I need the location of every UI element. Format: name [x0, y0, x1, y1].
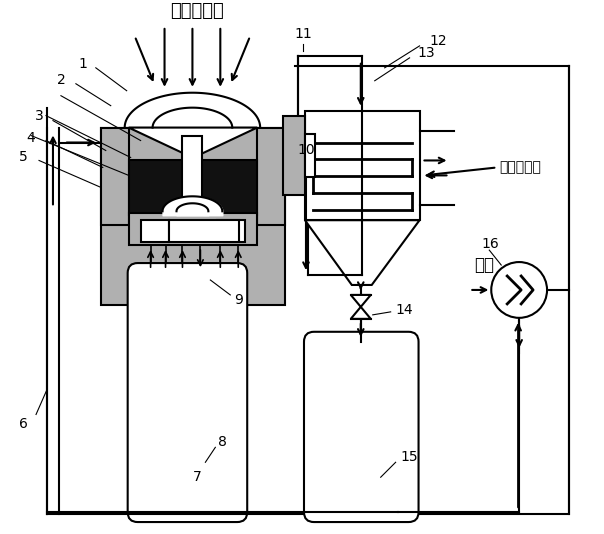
- Polygon shape: [351, 295, 371, 307]
- Text: 被加热工质: 被加热工质: [500, 160, 541, 175]
- Text: 16: 16: [481, 237, 499, 251]
- FancyBboxPatch shape: [127, 263, 247, 522]
- Text: 7: 7: [193, 470, 202, 484]
- Text: 6: 6: [19, 418, 28, 431]
- Text: 1: 1: [79, 57, 88, 71]
- Text: 11: 11: [294, 27, 312, 41]
- Bar: [129, 213, 257, 245]
- Text: 14: 14: [396, 303, 413, 317]
- Bar: [101, 128, 285, 305]
- Text: 5: 5: [19, 151, 27, 164]
- Bar: [129, 160, 257, 215]
- Text: 15: 15: [400, 450, 418, 464]
- Polygon shape: [305, 220, 420, 285]
- Bar: [283, 116, 305, 195]
- Text: 3: 3: [34, 108, 43, 123]
- Bar: [217, 220, 245, 242]
- Bar: [101, 128, 129, 225]
- Text: 8: 8: [218, 435, 226, 449]
- Text: 13: 13: [417, 46, 435, 60]
- FancyBboxPatch shape: [304, 332, 419, 522]
- Bar: [257, 128, 285, 225]
- Bar: [141, 220, 169, 242]
- Text: 12: 12: [429, 34, 447, 48]
- Text: 聚焦太阳光: 聚焦太阳光: [170, 2, 224, 20]
- Bar: [305, 111, 420, 220]
- Text: 空气: 空气: [474, 256, 494, 274]
- Circle shape: [491, 262, 547, 318]
- Bar: [169, 220, 239, 242]
- Text: 9: 9: [234, 293, 243, 307]
- Polygon shape: [351, 307, 371, 319]
- Bar: [305, 134, 315, 177]
- Text: 4: 4: [27, 130, 36, 145]
- Text: 10: 10: [297, 144, 315, 158]
- Polygon shape: [129, 128, 257, 175]
- Bar: [182, 136, 202, 215]
- Text: 2: 2: [57, 73, 65, 87]
